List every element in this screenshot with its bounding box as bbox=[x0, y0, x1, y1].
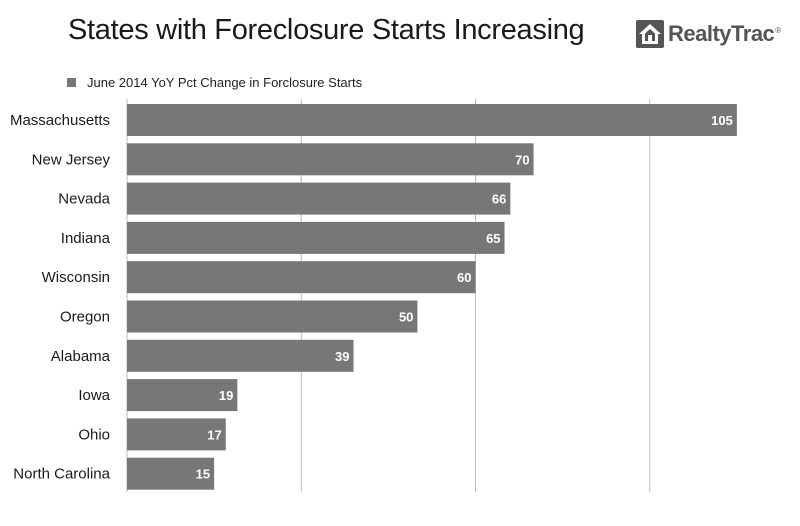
category-label: Ohio bbox=[78, 426, 110, 443]
data-label: 15 bbox=[196, 467, 210, 482]
legend-swatch bbox=[67, 78, 76, 87]
chart-title: States with Foreclosure Starts Increasin… bbox=[68, 14, 585, 46]
data-label: 66 bbox=[492, 192, 506, 207]
legend: June 2014 YoY Pct Change in Forclosure S… bbox=[67, 75, 362, 90]
category-label: Alabama bbox=[51, 348, 111, 365]
data-label: 50 bbox=[399, 310, 413, 325]
category-label: Nevada bbox=[58, 191, 110, 208]
bar-massachusetts bbox=[127, 104, 737, 136]
bar-new-jersey bbox=[127, 143, 534, 176]
bar-wisconsin bbox=[127, 261, 476, 294]
realtytrac-logo: RealtyTrac ® bbox=[636, 20, 781, 48]
category-label: Iowa bbox=[78, 387, 110, 404]
bar-alabama bbox=[127, 339, 354, 372]
legend-label: June 2014 YoY Pct Change in Forclosure S… bbox=[87, 75, 363, 90]
category-label: Massachusetts bbox=[10, 112, 110, 129]
bar-iowa bbox=[127, 379, 238, 412]
house-icon bbox=[636, 20, 664, 48]
bar-nevada bbox=[127, 182, 511, 215]
data-label: 17 bbox=[207, 427, 221, 442]
category-label: North Carolina bbox=[13, 466, 110, 483]
bar-oregon bbox=[127, 300, 418, 333]
logo-text: RealtyTrac bbox=[668, 21, 775, 46]
bar-indiana bbox=[127, 221, 505, 254]
category-label: New Jersey bbox=[32, 151, 111, 168]
data-label: 70 bbox=[515, 152, 529, 167]
logo-registered-mark: ® bbox=[775, 26, 782, 35]
data-label: 19 bbox=[219, 388, 233, 403]
category-label: Indiana bbox=[61, 230, 111, 247]
category-label: Wisconsin bbox=[42, 269, 110, 286]
bar-ohio bbox=[127, 418, 226, 451]
data-label: 65 bbox=[486, 231, 500, 246]
bar-north-carolina bbox=[127, 457, 215, 490]
data-label: 39 bbox=[335, 349, 349, 364]
data-label: 60 bbox=[457, 270, 471, 285]
data-label: 105 bbox=[711, 113, 733, 128]
category-label: Oregon bbox=[60, 309, 110, 326]
